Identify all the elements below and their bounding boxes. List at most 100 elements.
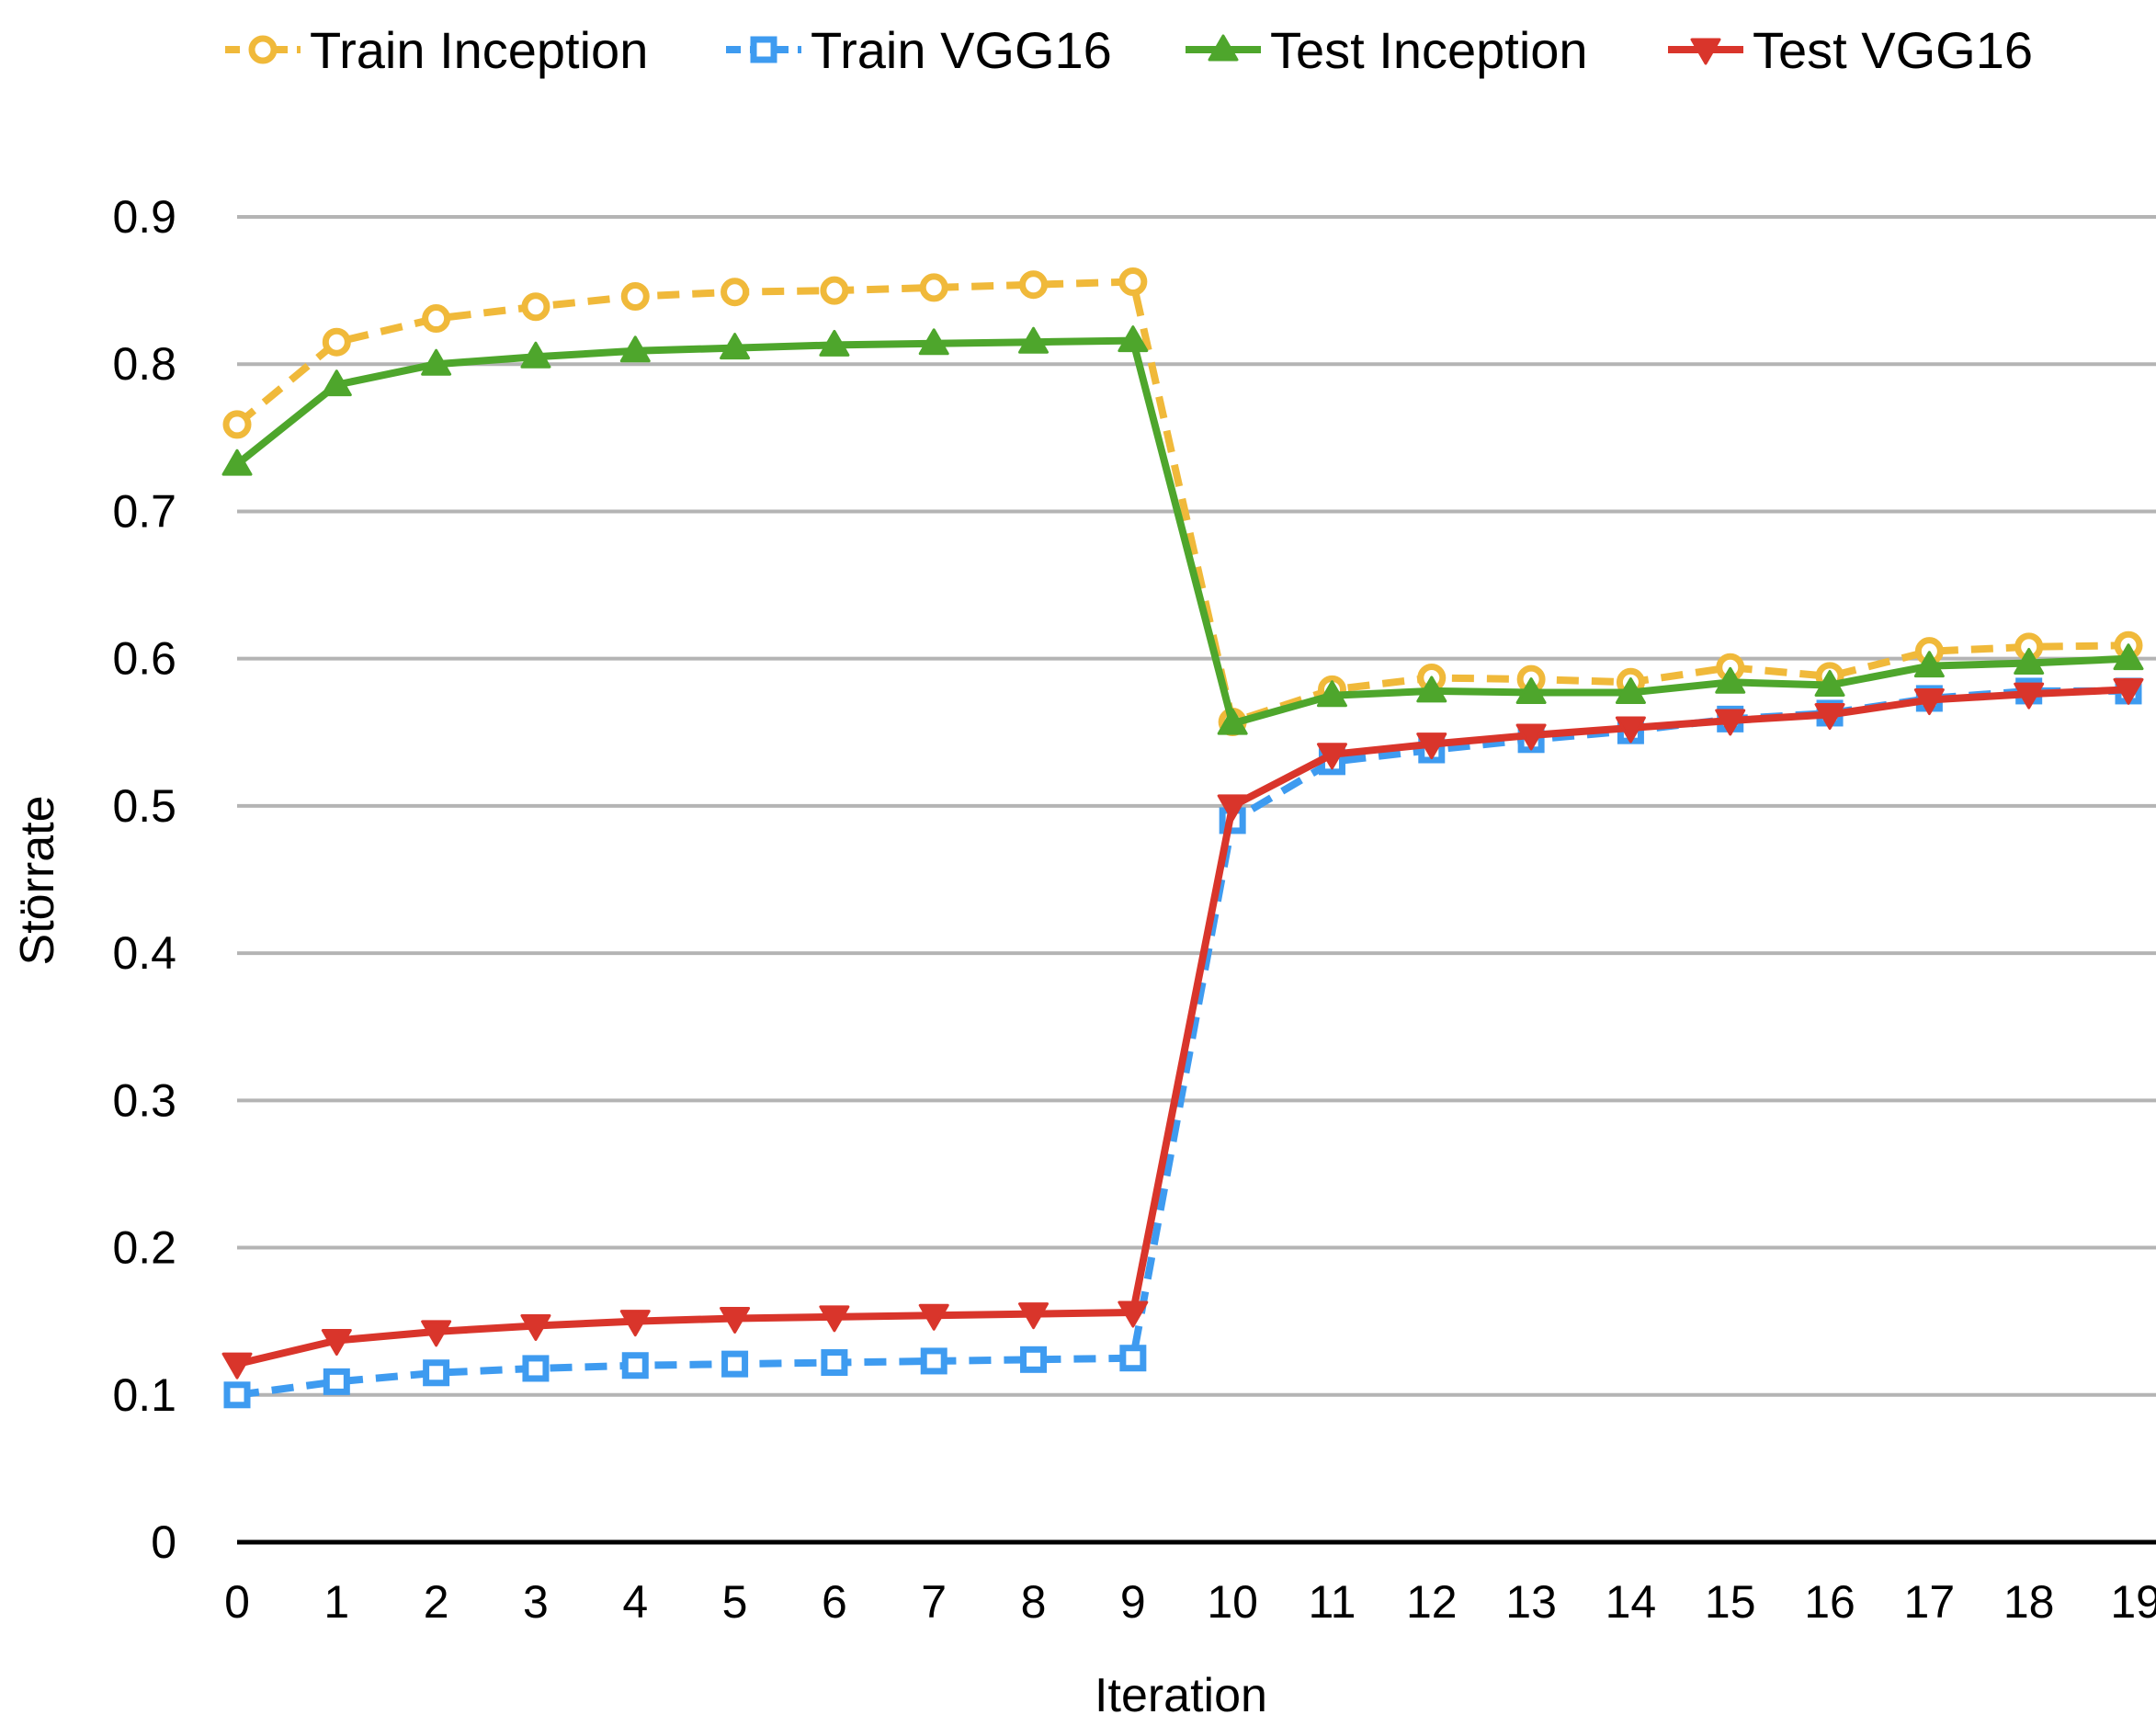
data-point bbox=[323, 1368, 350, 1395]
data-point bbox=[1316, 743, 1347, 770]
data-point bbox=[522, 1355, 550, 1382]
data-point bbox=[1018, 1302, 1050, 1330]
data-point bbox=[321, 369, 352, 397]
y-tick-label: 0.4 bbox=[112, 927, 176, 979]
x-tick-label: 13 bbox=[1505, 1576, 1557, 1628]
x-tick-label: 4 bbox=[622, 1576, 648, 1628]
legend-label: Train VGG16 bbox=[811, 21, 1112, 79]
x-tick-label: 15 bbox=[1705, 1576, 1756, 1628]
data-point bbox=[619, 1310, 651, 1337]
x-tick-label: 0 bbox=[224, 1576, 250, 1628]
y-tick-label: 0.1 bbox=[112, 1369, 176, 1421]
data-point bbox=[422, 304, 451, 334]
legend-marker bbox=[1208, 34, 1239, 62]
gridlines bbox=[237, 215, 2156, 1545]
data-point bbox=[221, 449, 253, 476]
series-test-vgg16 bbox=[221, 677, 2144, 1380]
x-tick-label: 8 bbox=[1021, 1576, 1047, 1628]
data-point bbox=[720, 333, 751, 360]
data-point bbox=[2014, 647, 2045, 675]
data-point bbox=[1913, 651, 1945, 678]
series-train-inception bbox=[222, 267, 2143, 737]
data-point bbox=[1416, 732, 1447, 760]
legend-label: Test VGG16 bbox=[1753, 21, 2033, 79]
data-point bbox=[619, 335, 651, 363]
data-point bbox=[1615, 716, 1646, 744]
data-point bbox=[421, 1320, 452, 1347]
data-point bbox=[1515, 677, 1547, 705]
data-point bbox=[1020, 1346, 1048, 1373]
data-point bbox=[1814, 670, 1845, 698]
data-point bbox=[1515, 723, 1547, 751]
x-tick-label: 9 bbox=[1120, 1576, 1146, 1628]
data-point bbox=[1118, 1300, 1149, 1328]
x-tick-label: 12 bbox=[1406, 1576, 1458, 1628]
data-point bbox=[1416, 676, 1447, 703]
legend-marker bbox=[1690, 38, 1721, 65]
data-point bbox=[721, 1350, 749, 1378]
data-point bbox=[720, 1306, 751, 1334]
data-point bbox=[221, 1352, 253, 1380]
data-point bbox=[1018, 326, 1050, 354]
legend-item: Test Inception bbox=[1186, 21, 1588, 79]
legend-item: Train Inception bbox=[225, 21, 648, 79]
data-point bbox=[920, 1347, 948, 1375]
data-point bbox=[421, 348, 452, 376]
data-point bbox=[621, 1352, 649, 1380]
x-tick-label: 7 bbox=[921, 1576, 947, 1628]
y-axis-title: Störrate bbox=[11, 796, 64, 966]
x-tick-label: 18 bbox=[2003, 1576, 2055, 1628]
data-point bbox=[2113, 677, 2144, 705]
x-tick-label: 10 bbox=[1207, 1576, 1258, 1628]
data-point bbox=[322, 327, 351, 357]
data-point bbox=[918, 1303, 949, 1331]
x-tick-label: 17 bbox=[1904, 1576, 1956, 1628]
data-point bbox=[1913, 688, 1945, 716]
y-tick-label: 0.2 bbox=[112, 1222, 176, 1274]
data-point bbox=[1019, 270, 1049, 300]
data-point bbox=[1316, 680, 1347, 708]
legend-label: Test Inception bbox=[1270, 21, 1588, 79]
data-point bbox=[919, 273, 948, 302]
legend-item: Train VGG16 bbox=[726, 21, 1112, 79]
series-group bbox=[221, 267, 2144, 1409]
x-tick-label: 19 bbox=[2110, 1576, 2156, 1628]
data-point bbox=[1615, 677, 1646, 705]
x-tick-label: 3 bbox=[523, 1576, 549, 1628]
data-point bbox=[1119, 1345, 1147, 1372]
x-tick-label: 5 bbox=[722, 1576, 748, 1628]
legend-marker bbox=[248, 35, 278, 64]
x-tick-label: 16 bbox=[1804, 1576, 1855, 1628]
data-point bbox=[821, 1349, 848, 1377]
series-test-inception bbox=[221, 325, 2144, 735]
data-point bbox=[521, 292, 550, 322]
y-axis-ticks: 0 0.1 0.2 0.3 0.4 0.5 0.6 0.7 0.8 0.9 bbox=[112, 191, 176, 1568]
x-tick-label: 1 bbox=[323, 1576, 349, 1628]
series-line bbox=[234, 278, 2129, 726]
data-point bbox=[423, 1359, 450, 1387]
y-tick-label: 0 bbox=[151, 1516, 176, 1568]
data-point bbox=[2113, 643, 2144, 671]
x-axis-title: Iteration bbox=[1095, 1669, 1267, 1722]
y-tick-label: 0.5 bbox=[112, 780, 176, 832]
x-tick-label: 14 bbox=[1606, 1576, 1657, 1628]
data-point bbox=[620, 282, 650, 312]
data-point bbox=[1118, 325, 1149, 353]
legend-marker bbox=[750, 36, 777, 63]
y-tick-label: 0.7 bbox=[112, 485, 176, 537]
series-line bbox=[234, 336, 2129, 728]
y-tick-label: 0.3 bbox=[112, 1074, 176, 1126]
y-tick-label: 0.9 bbox=[112, 191, 176, 243]
legend-label: Train Inception bbox=[310, 21, 648, 79]
x-tick-label: 6 bbox=[822, 1576, 847, 1628]
data-point bbox=[1118, 267, 1148, 296]
data-point bbox=[222, 410, 252, 439]
data-point bbox=[820, 276, 849, 305]
data-point bbox=[223, 1381, 251, 1409]
data-point bbox=[321, 1328, 352, 1356]
data-point bbox=[520, 1313, 551, 1341]
legend-item: Test VGG16 bbox=[1668, 21, 2033, 79]
data-point bbox=[918, 328, 949, 356]
y-tick-label: 0.6 bbox=[112, 633, 176, 685]
